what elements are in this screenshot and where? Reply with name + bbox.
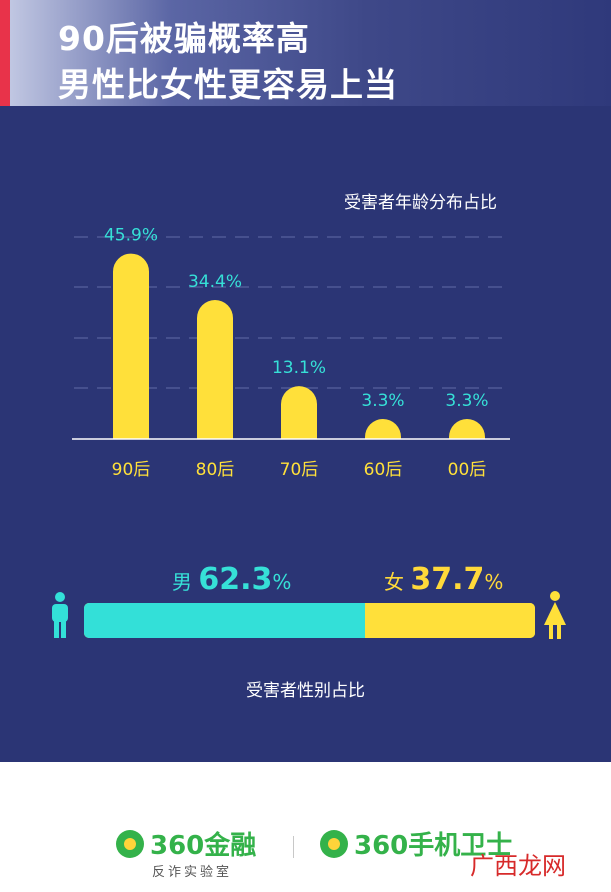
male-text: 男 <box>172 570 192 594</box>
category-label-4: 00后 <box>448 460 487 480</box>
bar-value-label-1: 34.4% <box>188 272 242 292</box>
female-person-icon <box>544 591 566 639</box>
gender-bar-female-segment <box>364 603 535 638</box>
male-unit: % <box>272 570 292 594</box>
category-label-3: 60后 <box>364 460 403 480</box>
gender-chart-title: 受害者性别占比 <box>246 681 365 701</box>
male-person-icon <box>52 592 68 638</box>
gender-ratio-bar <box>84 603 535 638</box>
logo-360-finance-subtitle: 反诈实验室 <box>152 865 233 880</box>
bar-0 <box>113 253 149 439</box>
logo-360-finance-name: 360金融 <box>150 831 257 861</box>
male-label: 男 62.3% <box>172 562 291 597</box>
bar-4 <box>449 419 485 439</box>
gender-bar-male-segment <box>84 603 365 638</box>
footer <box>0 762 611 892</box>
360-finance-logo-icon <box>116 830 144 858</box>
age-distribution-chart: 45.9% 90后 34.4% 80后 13.1% 70后 3.3% 60后 3.3% 00后 <box>72 226 510 480</box>
title-band <box>0 0 611 106</box>
bar-3 <box>365 419 401 439</box>
logo-360-mobile-security-name: 360手机卫士 <box>354 831 513 861</box>
category-label-0: 90后 <box>112 460 151 480</box>
bar-value-label-3: 3.3% <box>361 391 404 411</box>
bar-value-label-0: 45.9% <box>104 226 158 246</box>
360-security-logo-icon <box>320 830 348 858</box>
title-accent-bar <box>0 0 10 106</box>
watermark: 广西龙网 <box>470 852 566 880</box>
female-percent: 37.7 <box>410 562 485 597</box>
page-title-line-1: 90后被骗概率高 <box>58 19 310 58</box>
female-unit: % <box>484 570 504 594</box>
page-title-line-2: 男性比女性更容易上当 <box>58 65 398 104</box>
footer-divider <box>293 836 294 858</box>
category-label-2: 70后 <box>280 460 319 480</box>
female-label: 女 37.7% <box>384 562 503 597</box>
bar-2 <box>281 386 317 439</box>
male-percent: 62.3 <box>198 562 273 597</box>
bar-1 <box>197 300 233 439</box>
age-chart-title: 受害者年龄分布占比 <box>344 193 497 213</box>
bar-value-label-4: 3.3% <box>445 391 488 411</box>
female-text: 女 <box>384 570 404 594</box>
category-label-1: 80后 <box>196 460 235 480</box>
bar-value-label-2: 13.1% <box>272 358 326 378</box>
